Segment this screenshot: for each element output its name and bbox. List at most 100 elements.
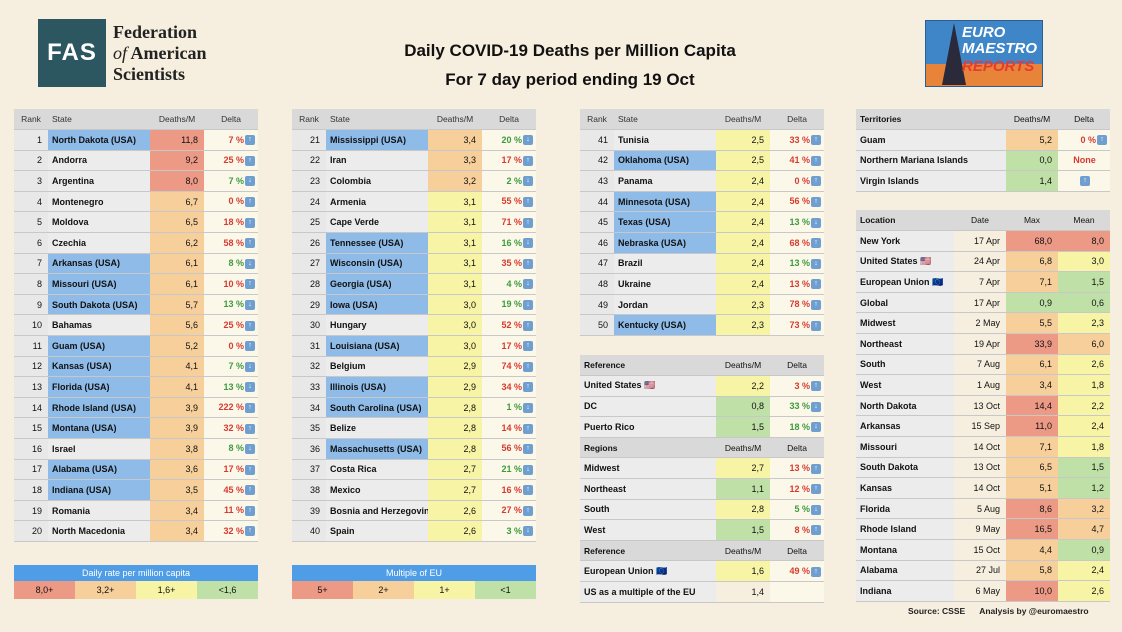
- arrow-down-icon: ↓: [811, 422, 821, 433]
- deaths-cell: 5,2: [150, 335, 204, 357]
- location-cell: Northern Mariana Islands: [856, 150, 1006, 172]
- max-cell: 6,8: [1006, 251, 1058, 273]
- delta-cell: 55 % ↑: [482, 191, 536, 213]
- mean-cell: 2,4: [1058, 560, 1110, 582]
- delta-value: 18 %: [223, 216, 244, 227]
- table-row: New York 17 Apr 68,0 8,0: [856, 230, 1110, 252]
- delta-cell: 3 % ↓: [482, 520, 536, 542]
- arrow-up-icon: ↑: [245, 526, 255, 537]
- delta-value: 58 %: [223, 237, 244, 248]
- table-row: 30 Hungary 3,0 52 % ↑: [292, 314, 536, 337]
- fas-logo: FAS Federation of American Scientists: [38, 18, 208, 88]
- delta-value: 14 %: [501, 422, 522, 433]
- delta-value: 17 %: [501, 340, 522, 351]
- table-row: 49 Jordan 2,3 78 % ↑: [580, 294, 824, 316]
- arrow-down-icon: ↓: [245, 382, 255, 393]
- delta-cell: 34 % ↑: [482, 376, 536, 398]
- delta-cell: 13 % ↓: [204, 294, 258, 316]
- table-row: 43 Panama 2,4 0 % ↑: [580, 170, 824, 192]
- location-cell: Costa Rica: [326, 459, 428, 481]
- arrow-up-icon: ↑: [811, 566, 821, 577]
- table-row: 15 Montana (USA) 3,9 32 % ↑: [14, 417, 258, 439]
- location-cell: South Dakota (USA): [48, 294, 150, 316]
- table-row: 11 Guam (USA) 5,2 0 % ↑: [14, 335, 258, 357]
- table-row: 12 Kansas (USA) 4,1 7 % ↓: [14, 356, 258, 378]
- deaths-cell: 2,4: [716, 232, 770, 254]
- deaths-cell: 0,8: [716, 396, 770, 418]
- arrow-down-icon: ↓: [811, 504, 821, 515]
- deaths-cell: 2,4: [716, 170, 770, 192]
- rank-cell: 2: [14, 150, 48, 172]
- max-cell: 33,9: [1006, 333, 1058, 355]
- delta-cell: 8 % ↑: [770, 519, 824, 541]
- column-header-deaths: Deaths/M: [716, 355, 770, 377]
- delta-cell: 2 % ↓: [482, 170, 536, 192]
- delta-cell: 68 % ↑: [770, 232, 824, 254]
- delta-cell: 35 % ↑: [482, 253, 536, 275]
- date-cell: 9 May: [954, 518, 1006, 540]
- legend-item: 2+: [353, 581, 414, 599]
- column-header-delta: Delta: [204, 109, 258, 131]
- date-cell: 13 Oct: [954, 457, 1006, 479]
- location-cell: Armenia: [326, 191, 428, 213]
- delta-cell: 18 % ↓: [770, 416, 824, 438]
- legend-daily-rate: Daily rate per million capita 8,0+ 3,2+ …: [14, 565, 258, 599]
- arrow-down-icon: ↓: [523, 135, 533, 146]
- arrow-down-icon: ↓: [245, 176, 255, 187]
- delta-cell: 1 % ↓: [482, 397, 536, 419]
- delta-cell: 19 % ↓: [482, 294, 536, 316]
- delta-cell: 71 % ↑: [482, 211, 536, 234]
- max-cell: 0,9: [1006, 292, 1058, 314]
- location-cell: Argentina: [48, 170, 150, 192]
- delta-value: 222 %: [218, 402, 244, 413]
- delta-value: 25 %: [223, 155, 244, 166]
- table-row: DC 0,8 33 % ↓: [580, 396, 824, 418]
- table-row: 35 Belize 2,8 14 % ↑: [292, 417, 536, 439]
- location-cell: Iowa (USA): [326, 294, 428, 316]
- table-row: Midwest 2 May 5,5 2,3: [856, 312, 1110, 335]
- rank-cell: 8: [14, 273, 48, 295]
- table-row: South 2,8 5 % ↓: [580, 499, 824, 521]
- table-row: 42 Oklahoma (USA) 2,5 41 % ↑: [580, 150, 824, 172]
- rank-cell: 21: [292, 129, 326, 151]
- column-header-state: State: [614, 109, 716, 131]
- delta-cell: 17 % ↑: [482, 335, 536, 357]
- rank-cell: 26: [292, 232, 326, 254]
- table-row: 31 Louisiana (USA) 3,0 17 % ↑: [292, 335, 536, 357]
- rank-cell: 33: [292, 376, 326, 398]
- location-cell: Texas (USA): [614, 211, 716, 234]
- table-row: Northeast 1,1 12 % ↑: [580, 478, 824, 500]
- deaths-cell: 2,9: [428, 356, 482, 378]
- rank-cell: 49: [580, 294, 614, 316]
- date-cell: 13 Oct: [954, 395, 1006, 417]
- mean-cell: 1,5: [1058, 271, 1110, 293]
- delta-cell: 58 % ↑: [204, 232, 258, 254]
- max-cell: 7,1: [1006, 271, 1058, 293]
- delta-value: 18 %: [789, 421, 810, 432]
- title-line: Daily COVID-19 Deaths per Million Capita: [404, 41, 736, 60]
- date-cell: 7 Aug: [954, 354, 1006, 376]
- date-cell: 15 Sep: [954, 415, 1006, 438]
- delta-value: 35 %: [501, 258, 522, 269]
- arrow-up-icon: ↑: [523, 485, 533, 496]
- arrow-up-icon: ↑: [245, 135, 255, 146]
- rank-cell: 18: [14, 479, 48, 501]
- location-cell: Colombia: [326, 170, 428, 192]
- table-row: North Dakota 13 Oct 14,4 2,2: [856, 395, 1110, 417]
- delta-cell: 49 % ↑: [770, 560, 824, 583]
- location-cell: Louisiana (USA): [326, 335, 428, 357]
- delta-value: 0 %: [228, 196, 244, 207]
- ranking-table-3: Rank State Deaths/M Delta 41 Tunisia 2,5 33 % ↑ 4…: [580, 109, 824, 337]
- rank-cell: 29: [292, 294, 326, 316]
- deaths-cell: 2,4: [716, 273, 770, 295]
- table-row: 19 Romania 3,4 11 % ↑: [14, 500, 258, 522]
- delta-cell: 7 % ↓: [204, 170, 258, 192]
- max-cell: 8,6: [1006, 498, 1058, 520]
- arrow-up-icon: ↑: [523, 258, 533, 269]
- table-row: West 1 Aug 3,4 1,8: [856, 374, 1110, 396]
- footer: Source: CSSE Analysis by @euromaestro: [908, 606, 1101, 616]
- date-cell: 17 Apr: [954, 230, 1006, 252]
- rank-cell: 19: [14, 500, 48, 522]
- location-cell: Guam: [856, 129, 1006, 151]
- date-cell: 19 Apr: [954, 333, 1006, 355]
